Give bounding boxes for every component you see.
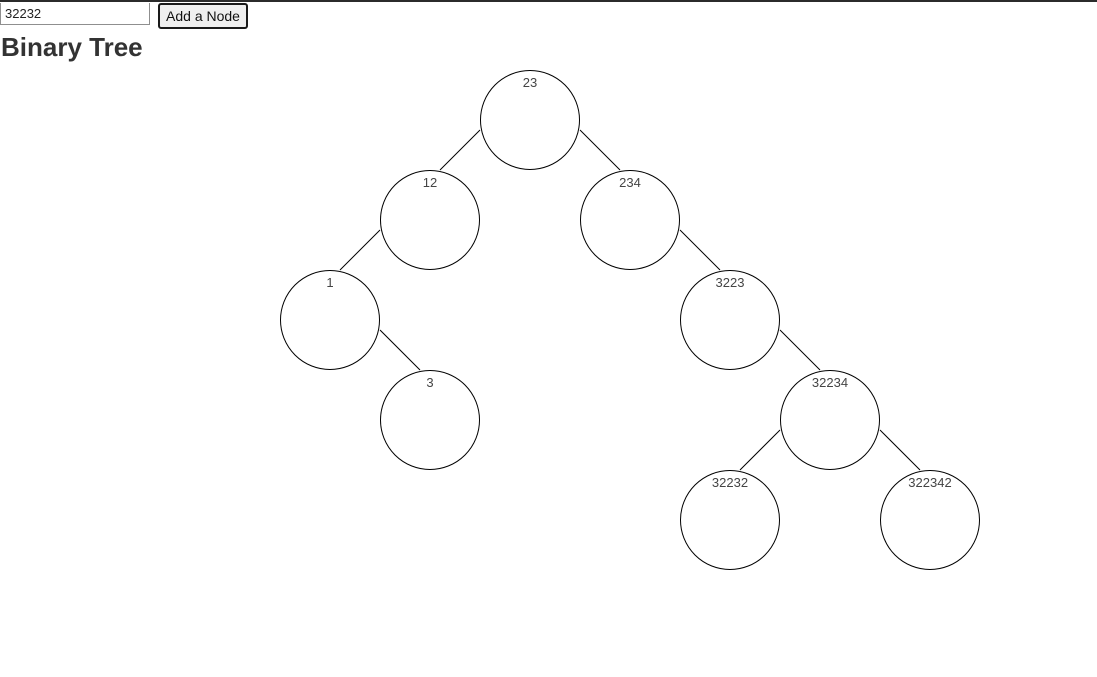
tree-node-label: 3: [426, 375, 433, 390]
tree-node-label: 23: [523, 75, 537, 90]
tree-node: 3: [380, 370, 480, 470]
tree-node-label: 32232: [712, 475, 748, 490]
add-node-button[interactable]: Add a Node: [158, 3, 248, 29]
tree-node: 1: [280, 270, 380, 370]
tree-node-label: 322342: [908, 475, 951, 490]
top-border: [0, 0, 1097, 2]
tree-nodes: 23 12 234 1 3223 3 32234 32232 322342: [280, 70, 980, 570]
tree-edge: [379, 329, 421, 371]
tree-node: 3223: [680, 270, 780, 370]
tree-edges: [339, 129, 921, 471]
tree-node-circle: [280, 270, 380, 370]
node-value-input[interactable]: [0, 3, 150, 25]
tree-node-circle: [480, 70, 580, 170]
tree-node: 12: [380, 170, 480, 270]
tree-edge: [439, 129, 481, 171]
tree-edge: [779, 329, 821, 371]
tree-node-label: 234: [619, 175, 641, 190]
tree-node: 23: [480, 70, 580, 170]
tree-edge: [679, 229, 721, 271]
tree-node-label: 32234: [812, 375, 848, 390]
tree-edge: [879, 429, 921, 471]
tree-node-circle: [680, 270, 780, 370]
tree-node-circle: [380, 370, 480, 470]
page-title: Binary Tree: [1, 32, 143, 62]
tree-node: 32234: [780, 370, 880, 470]
tree-node-circle: [880, 470, 980, 570]
tree-node-circle: [580, 170, 680, 270]
tree-node-label: 1: [326, 275, 333, 290]
tree-edge: [339, 229, 381, 271]
tree-edge: [579, 129, 621, 171]
tree-node-circle: [680, 470, 780, 570]
tree-node: 32232: [680, 470, 780, 570]
tree-node-label: 3223: [716, 275, 745, 290]
tree-node: 322342: [880, 470, 980, 570]
tree-edge: [739, 429, 781, 471]
tree-node-circle: [780, 370, 880, 470]
tree-node: 234: [580, 170, 680, 270]
tree-node-circle: [380, 170, 480, 270]
tree-node-label: 12: [423, 175, 437, 190]
